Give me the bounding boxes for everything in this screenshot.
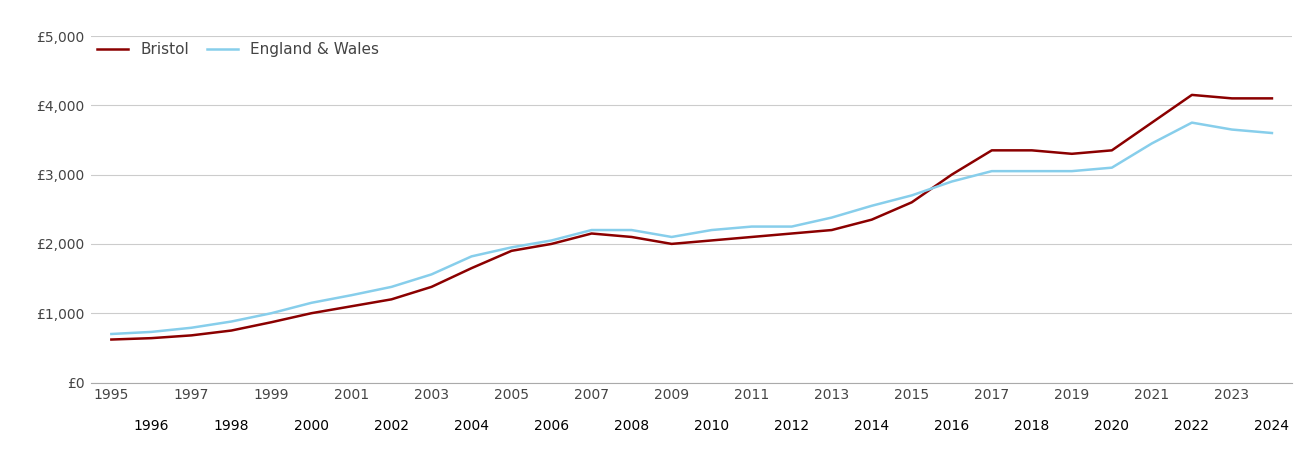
England & Wales [583,227,599,233]
Bristol [1184,92,1199,98]
England & Wales [744,224,760,229]
Line: England & Wales: England & Wales [111,122,1272,334]
Bristol [1144,120,1160,125]
Bristol [184,333,200,338]
Bristol [864,217,880,222]
England & Wales [1024,168,1040,174]
England & Wales [784,224,800,229]
Bristol [984,148,1000,153]
Bristol [504,248,519,253]
England & Wales [304,300,320,306]
England & Wales [223,319,239,324]
Bristol [463,266,479,271]
England & Wales [904,193,920,198]
England & Wales [703,227,719,233]
Bristol [904,200,920,205]
Bristol [944,172,959,177]
England & Wales [984,168,1000,174]
Bristol [223,328,239,333]
England & Wales [1265,130,1280,136]
Line: Bristol: Bristol [111,95,1272,340]
Bristol [144,335,159,341]
England & Wales [944,179,959,184]
England & Wales [864,203,880,208]
England & Wales [664,234,680,240]
Bristol [1224,96,1240,101]
Bristol [544,241,560,247]
England & Wales [343,292,359,298]
Bristol [703,238,719,243]
Bristol [1104,148,1120,153]
Bristol [624,234,639,240]
England & Wales [264,310,279,316]
Bristol [264,320,279,325]
Bristol [1024,148,1040,153]
England & Wales [823,215,839,220]
Legend: Bristol, England & Wales: Bristol, England & Wales [91,36,385,63]
Bristol [343,304,359,309]
Bristol [664,241,680,247]
England & Wales [504,245,519,250]
England & Wales [544,238,560,243]
England & Wales [1104,165,1120,171]
England & Wales [384,284,399,289]
Bristol [744,234,760,240]
Bristol [1265,96,1280,101]
Bristol [583,231,599,236]
England & Wales [463,254,479,259]
England & Wales [144,329,159,335]
England & Wales [1064,168,1079,174]
Bristol [384,297,399,302]
Bristol [784,231,800,236]
Bristol [103,337,119,342]
Bristol [304,310,320,316]
England & Wales [184,325,200,330]
England & Wales [103,331,119,337]
England & Wales [1184,120,1199,125]
Bristol [424,284,440,289]
England & Wales [424,272,440,277]
England & Wales [1144,141,1160,146]
Bristol [823,227,839,233]
England & Wales [624,227,639,233]
England & Wales [1224,127,1240,132]
Bristol [1064,151,1079,157]
